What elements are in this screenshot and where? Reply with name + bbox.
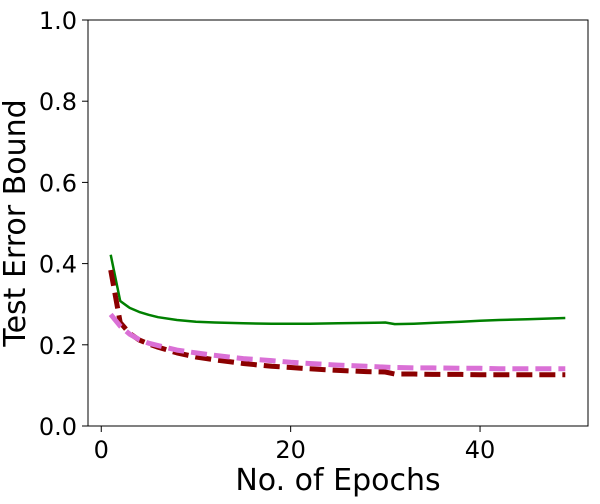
y-tick-label: 0.0 xyxy=(39,413,77,441)
plot-area-frame xyxy=(87,19,589,427)
x-tick-label: 40 xyxy=(465,436,496,464)
y-axis: 0.0 0.2 0.4 0.6 0.8 1.0 xyxy=(39,7,88,441)
y-tick-label: 1.0 xyxy=(39,7,77,35)
x-axis: 0 20 40 xyxy=(94,426,496,464)
x-axis-label: No. of Epochs xyxy=(235,463,440,498)
series-line-2 xyxy=(108,269,566,378)
x-tick-label: 20 xyxy=(275,436,306,464)
series-line-3 xyxy=(108,312,566,372)
y-tick-label: 0.6 xyxy=(39,169,77,197)
y-tick-label: 0.2 xyxy=(39,332,77,360)
x-tick-label: 0 xyxy=(94,436,109,464)
y-axis-label: Test Error Bound xyxy=(0,99,33,347)
series-line-1 xyxy=(109,254,566,326)
y-tick-label: 0.8 xyxy=(39,88,77,116)
series-layer xyxy=(108,254,566,378)
y-tick-label: 0.4 xyxy=(39,251,77,279)
